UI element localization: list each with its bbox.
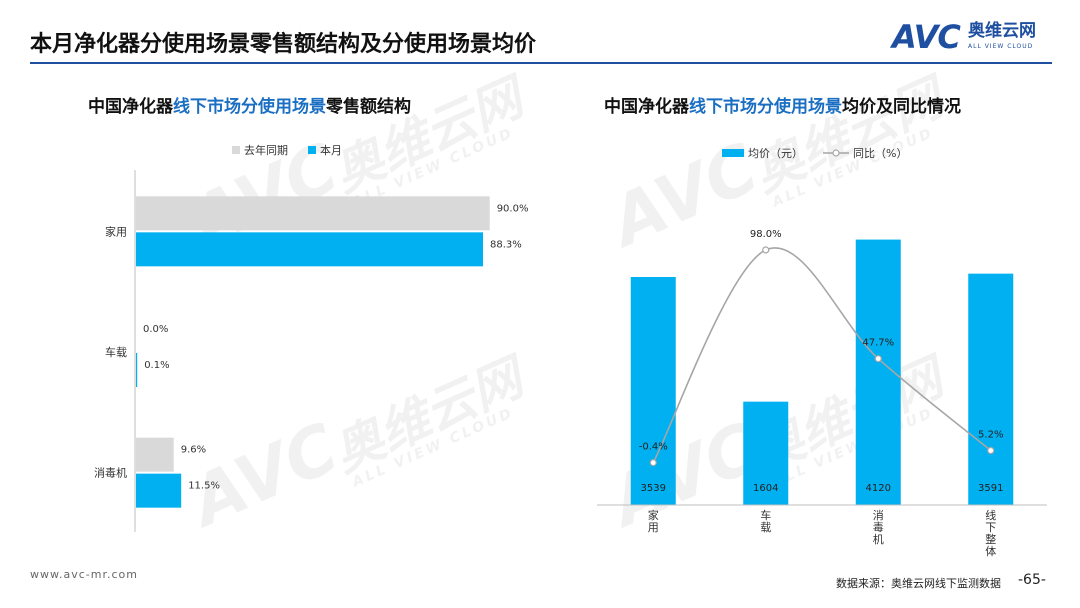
legend-swatch-last-year	[232, 146, 240, 154]
bar-value-label: 90.0%	[497, 203, 529, 214]
yoy-point	[649, 459, 657, 467]
bar-value-label: 0.1%	[144, 360, 169, 371]
page-title: 本月净化器分使用场景零售额结构及分使用场景均价	[30, 32, 537, 57]
bar-value-label: 1604	[753, 483, 778, 494]
bar-value-label: 88.3%	[490, 239, 522, 250]
yoy-value-label: 98.0%	[750, 229, 782, 240]
yoy-value-label: -0.4%	[639, 442, 668, 453]
category-label: 家用	[105, 224, 127, 238]
bar-value-label: 11.5%	[188, 481, 220, 492]
yoy-value-label: 47.7%	[862, 338, 894, 349]
legend-swatch-avg-price	[722, 149, 744, 157]
yoy-value-label: 5.2%	[978, 430, 1003, 441]
header: 本月净化器分使用场景零售额结构及分使用场景均价 AVC 奥维云网 ALL VIE…	[0, 0, 1080, 64]
title-divider	[30, 62, 1052, 64]
category-label: 消毒机	[873, 508, 884, 546]
avc-logo-en: ALL VIEW CLOUD	[968, 43, 1034, 50]
legend-item-yoy: 同比（%）	[823, 145, 907, 161]
category-label: 家用	[648, 508, 659, 534]
legend-item-last-year: 去年同期	[232, 142, 288, 158]
yoy-line	[652, 247, 992, 464]
category-label: 线下整体	[985, 508, 996, 558]
footer-url[interactable]: www.avc-mr.com	[30, 568, 138, 581]
bar	[136, 232, 484, 267]
left-bar-chart: 家用 90.0% 88.3% 车载 0.0% 0.1% 消毒机 9.6% 11.5%	[94, 170, 529, 532]
yoy-point	[762, 246, 770, 254]
category-label: 车载	[105, 345, 127, 359]
category-label: 车载	[760, 508, 771, 534]
bar	[136, 437, 174, 472]
avc-logo-cn: 奥维云网	[968, 21, 1036, 41]
bar-value-label: 0.0%	[143, 324, 168, 335]
bar-value-label: 3591	[978, 483, 1003, 494]
avc-logo: AVC	[892, 18, 961, 56]
bar-value-label: 9.6%	[181, 445, 206, 456]
right-chart-legend: 均价（元） 同比（%）	[722, 145, 927, 161]
page-number: -65-	[1018, 572, 1046, 588]
legend-swatch-yoy	[823, 149, 849, 157]
bar	[630, 277, 676, 505]
bar	[136, 353, 138, 387]
right-combo-chart: 3539 家用 1604 车载 4120 消毒机 3591 线下整体 -0.4% 98.0% 47.…	[597, 229, 1047, 558]
legend-item-avg-price: 均价（元）	[722, 145, 803, 161]
category-label: 消毒机	[94, 466, 127, 480]
bar	[968, 273, 1014, 505]
right-chart-title: 中国净化器线下市场分使用场景均价及同比情况	[604, 97, 961, 117]
bar	[743, 401, 789, 505]
yoy-point	[874, 355, 882, 363]
left-chart-legend: 去年同期 本月	[232, 142, 362, 158]
bar	[136, 473, 182, 508]
bar-value-label: 3539	[641, 483, 666, 494]
data-source-note: 数据来源：奥维云网线下监测数据	[836, 577, 1001, 590]
yoy-point	[987, 446, 995, 455]
bar	[136, 196, 490, 231]
left-chart-title: 中国净化器线下市场分使用场景零售额结构	[88, 97, 411, 117]
legend-swatch-this-month	[308, 146, 316, 154]
bar-value-label: 4120	[866, 483, 891, 494]
legend-item-this-month: 本月	[308, 142, 342, 158]
